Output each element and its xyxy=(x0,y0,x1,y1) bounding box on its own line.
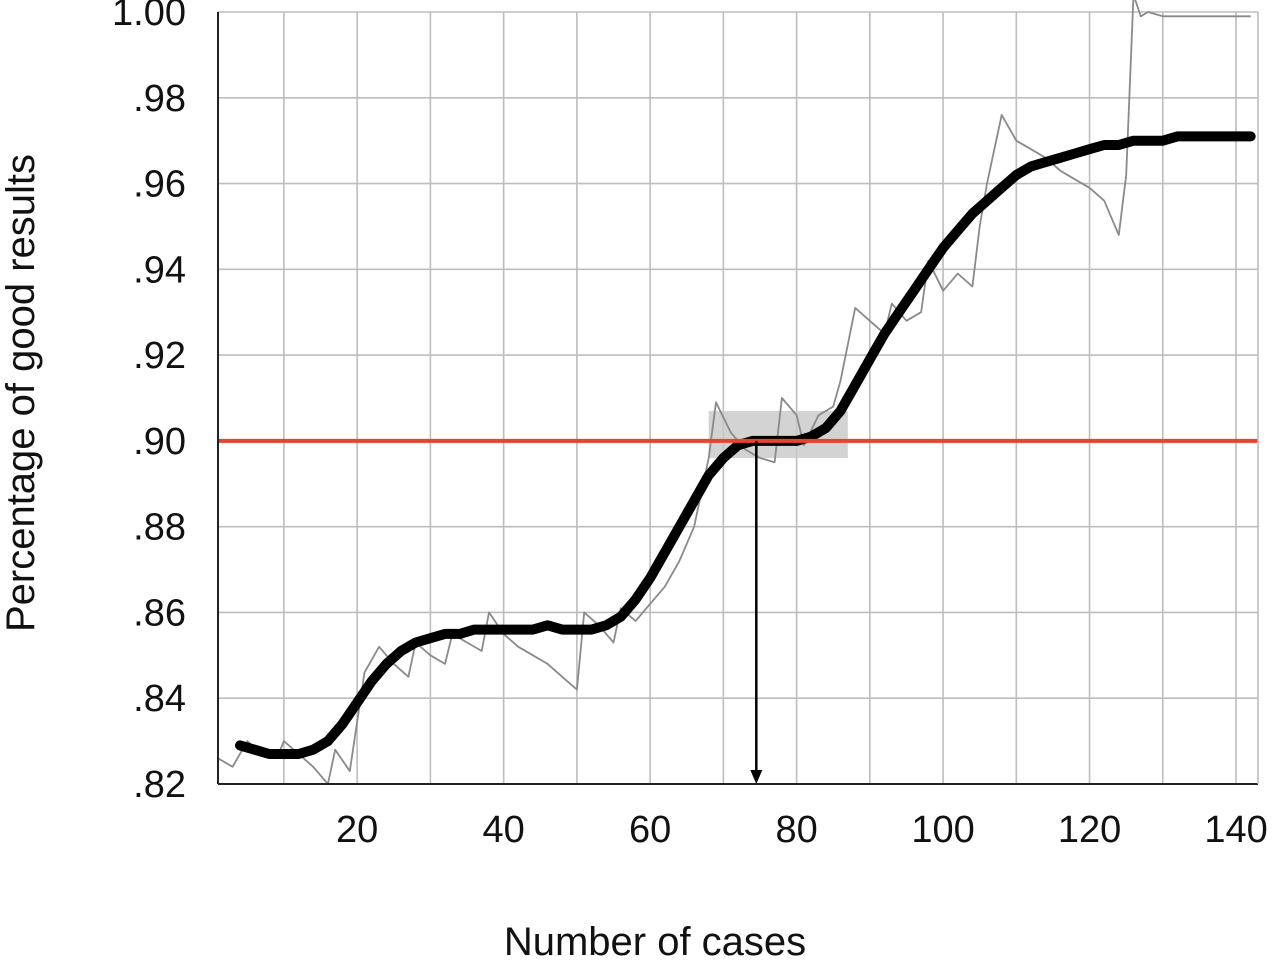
y-tick-label: .86 xyxy=(133,592,186,634)
arrow-layer xyxy=(750,440,763,784)
y-tick-label: .90 xyxy=(133,421,186,463)
x-tick-label: 40 xyxy=(482,809,524,851)
arrow-head xyxy=(750,770,763,784)
x-tick-label: 80 xyxy=(775,809,817,851)
x-tick-label: 100 xyxy=(911,809,974,851)
y-tick-label: .84 xyxy=(133,678,186,720)
axes xyxy=(217,12,1259,785)
series-layer xyxy=(217,0,1256,785)
x-axis-label: Number of cases xyxy=(504,920,806,964)
y-tick-label: 1.00 xyxy=(112,0,186,34)
y-tick-label: .88 xyxy=(133,507,186,549)
x-tick-label: 20 xyxy=(336,809,378,851)
y-tick-label: .98 xyxy=(133,78,186,120)
y-tick-label: .96 xyxy=(133,164,186,206)
y-tick-labels: .82 .84 .86 .88 .90 .92 .94 .96 .98 1.00 xyxy=(112,0,186,806)
y-tick-label: .94 xyxy=(133,249,186,291)
x-tick-labels: 20 40 60 80 100 120 140 xyxy=(336,809,1268,851)
y-tick-label: .92 xyxy=(133,335,186,377)
x-tick-label: 120 xyxy=(1058,809,1121,851)
plot-area xyxy=(218,12,1258,784)
smoothed-trend-line xyxy=(235,131,1256,759)
y-tick-label: .82 xyxy=(133,764,186,806)
x-tick-label: 60 xyxy=(629,809,671,851)
x-tick-label: 140 xyxy=(1204,809,1267,851)
y-axis-label: Percentage of good results xyxy=(0,154,43,632)
